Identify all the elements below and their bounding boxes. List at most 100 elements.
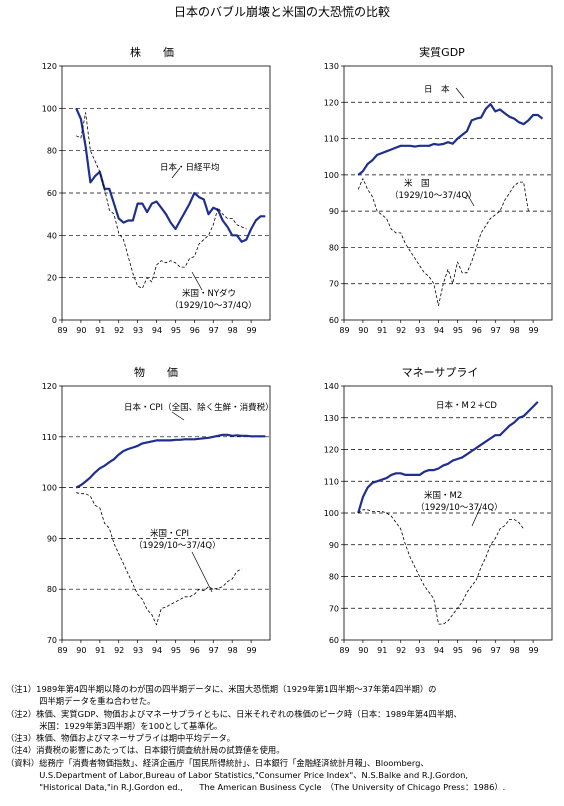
x-tick-label: 90 [358,326,368,335]
x-tick-label: 91 [377,326,387,335]
leader-line [171,167,181,179]
panel-title: 物 価 [134,365,178,379]
x-tick-label: 92 [396,646,406,655]
note-line: U.S.Department of Labor,Bureau of Labor … [6,770,469,781]
note-line: （注3）株価、物価およびマネーサプライは期中平均データ。 [6,733,235,744]
x-tick-label: 94 [434,326,444,335]
x-tick-label: 90 [76,646,86,655]
x-tick-label: 92 [114,646,124,655]
x-tick-label: 89 [339,646,349,655]
leader-line [171,411,185,421]
x-tick-label: 93 [415,326,425,335]
x-tick-label: 91 [95,326,105,335]
y-tick-label: 120 [324,446,339,455]
x-tick-label: 97 [209,646,219,655]
annotation: 米国・CPI [150,528,189,539]
y-tick-label: 80 [329,243,339,252]
series-line-japan [357,102,544,176]
x-tick-label: 92 [396,326,406,335]
annotation: 米 国 [404,178,430,189]
note-line: （注4）消費税の影響にあたっては、日本銀行調査統計局の試算値を使用。 [6,745,285,756]
leader-line [465,191,475,207]
x-tick-label: 96 [472,646,482,655]
y-tick-label: 60 [329,316,339,325]
y-tick-label: 70 [329,604,339,613]
y-tick-label: 0 [52,316,57,325]
x-tick-label: 91 [95,646,105,655]
series-line-us [357,178,529,306]
leader-line [191,271,203,291]
series-line-us [357,509,524,625]
y-tick-label: 100 [324,509,339,518]
series-line-us [76,492,242,626]
y-tick-label: 70 [47,636,57,645]
y-tick-label: 20 [47,274,57,283]
x-tick-label: 90 [358,646,368,655]
x-tick-label: 98 [510,646,520,655]
y-tick-label: 110 [42,433,57,442]
y-tick-label: 100 [42,104,57,113]
y-tick-label: 80 [47,147,57,156]
series-line-japan [357,401,539,514]
y-tick-label: 120 [42,382,57,391]
y-tick-label: 120 [324,98,339,107]
x-tick-label: 98 [228,646,238,655]
x-tick-label: 97 [491,326,501,335]
note-line: "Historical Data,"in R.J.Gordon ed., The… [6,782,506,793]
y-tick-label: 110 [324,477,339,486]
x-tick-label: 92 [114,326,124,335]
x-tick-label: 96 [190,326,200,335]
annotation: （1929/10～37/4Q） [170,300,257,311]
series-line-us [76,112,247,289]
x-tick-label: 89 [339,326,349,335]
note-line: （注2）株価、実質GDP、物価およびマネーサプライともに、日米それぞれの株価のピ… [6,708,462,719]
x-tick-label: 98 [228,326,238,335]
x-tick-label: 99 [528,326,538,335]
series-line-japan [75,433,266,489]
annotation: 日本・M２+CD [436,400,497,411]
y-tick-label: 110 [324,135,339,144]
x-tick-label: 89 [57,326,67,335]
x-tick-label: 99 [246,326,256,335]
y-tick-label: 100 [42,484,57,493]
x-tick-label: 95 [171,326,181,335]
x-tick-label: 95 [453,326,463,335]
price-chart: 物 価 70 80 90 100 110 120 89 90 91 92 93 94 95 96 97 98 99… [42,365,274,655]
y-tick-label: 80 [47,585,57,594]
x-tick-label: 90 [76,326,86,335]
y-tick-label: 60 [47,189,57,198]
x-tick-label: 93 [133,326,143,335]
annotation: （1929/10～37/4Q） [416,502,503,513]
x-tick-label: 94 [152,646,162,655]
panel-title: 株 価 [130,45,174,59]
y-tick-label: 100 [324,171,339,180]
note-line: （注1）1989年第4四半期以降のわが国の四半期データに、米国大恐慌期（1929… [6,684,437,694]
note-line: 四半期データを重ね合わせた。 [6,696,156,707]
x-tick-label: 97 [209,326,219,335]
leader-line [191,551,213,593]
annotation: 日本・日経平均 [160,162,220,173]
series-line-japan [75,107,266,243]
x-tick-label: 89 [57,646,67,655]
notes: （注1）1989年第4四半期以降のわが国の四半期データに、米国大恐慌期（1929… [6,683,558,794]
x-tick-label: 96 [472,326,482,335]
x-tick-label: 99 [246,646,256,655]
x-tick-label: 95 [453,646,463,655]
money-supply-chart: マネーサプライ 60 70 80 90 100 110 120 130 140 89 90 91 92 93… [324,366,553,655]
leader-line [455,87,465,99]
leader-line [471,507,481,527]
x-tick-label: 93 [133,646,143,655]
x-tick-label: 91 [377,646,387,655]
x-tick-label: 98 [510,326,520,335]
panel-title: マネーサプライ [402,366,479,379]
panel-title: 実質GDP [419,45,465,59]
annotation: 日本・CPI（全国、除く生鮮・消費税） [124,402,274,413]
y-tick-label: 140 [324,382,339,391]
note-line: （資料）総務庁「消費者物価指数」、経済企画庁「国民所得統計」、日本銀行「金融経済… [6,757,429,768]
real-gdp-chart: 実質GDP 60 70 80 90 100 110 120 130 89 90 91 92 93 94 95 9… [324,45,553,335]
y-tick-label: 60 [329,636,339,645]
x-tick-label: 96 [190,646,200,655]
y-tick-label: 120 [42,62,57,71]
y-tick-label: 90 [329,541,339,550]
x-tick-label: 94 [152,326,162,335]
